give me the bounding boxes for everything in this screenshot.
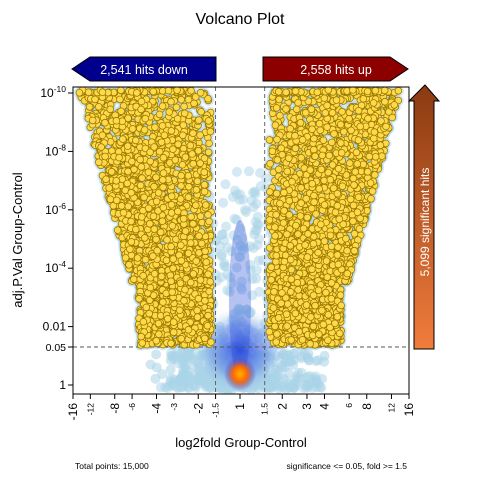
plot-area: [72, 86, 410, 395]
insignificant-point: [218, 197, 229, 208]
significant-hits-label: 5,099 significant hits: [418, 168, 432, 277]
hits-down-banner: 2,541 hits down: [71, 56, 217, 82]
significant-hits-banner: 5,099 significant hits: [407, 84, 441, 350]
hits-up-label: 2,558 hits up: [300, 63, 372, 77]
chart-title: Volcano Plot: [196, 11, 286, 28]
hits-up-arrow: [262, 56, 409, 82]
hits-up-banner: 2,558 hits up: [262, 56, 409, 82]
significant-hits-arrow: [407, 84, 441, 350]
hits-down-label: 2,541 hits down: [100, 63, 188, 77]
hits-down-arrow: [71, 56, 217, 82]
